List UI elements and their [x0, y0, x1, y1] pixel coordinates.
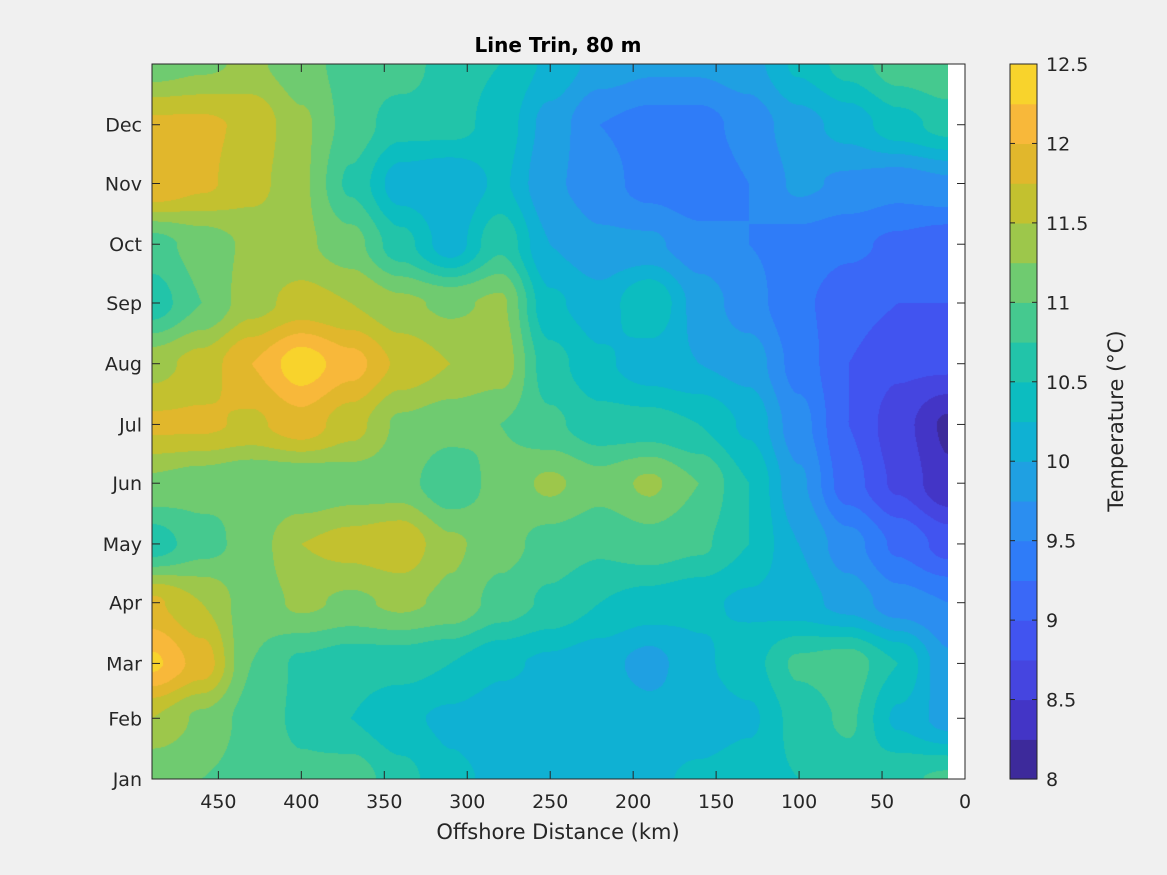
colorbar-segment: [1010, 342, 1037, 383]
y-tick-label: Apr: [109, 593, 142, 615]
x-axis: 450 400 350 300 250 200 150 100 50 0: [200, 64, 971, 813]
y-tick-label: Nov: [105, 173, 142, 195]
axes-box: [151, 63, 966, 780]
colorbar-tick-label: 12: [1046, 133, 1070, 155]
colorbar-segment: [1010, 421, 1037, 462]
y-tick-label: Mar: [106, 653, 142, 675]
colorbar-segment: [1010, 302, 1037, 343]
y-tick-label: Jan: [112, 769, 142, 791]
x-tick-label: 50: [870, 791, 894, 813]
x-tick-label: 200: [615, 791, 651, 813]
colorbar-segment: [1010, 620, 1037, 661]
colorbar-ticks: 8 8.5 9 9.5 10 10.5 11 11.5 12 12.5: [1010, 54, 1088, 791]
x-tick-label: 450: [200, 791, 236, 813]
colorbar-tick-label: 10.5: [1046, 372, 1088, 394]
colorbar-tick-label: 11.5: [1046, 213, 1088, 235]
y-tick-label: Dec: [105, 115, 142, 137]
x-tick-label: 400: [283, 791, 319, 813]
colorbar-tick-label: 10: [1046, 451, 1070, 473]
colorbar-segment: [1010, 64, 1037, 105]
colorbar-tick-label: 9.5: [1046, 531, 1076, 553]
chart-title: Line Trin, 80 m: [475, 33, 642, 57]
colorbar-segment: [1010, 540, 1037, 581]
y-tick-label: Oct: [109, 234, 142, 256]
y-tick-label: Jul: [118, 414, 142, 436]
temperature-field: [152, 64, 948, 779]
x-tick-label: 0: [959, 791, 971, 813]
y-axis: Jan Feb Mar Apr May Jun Jul Aug Sep Oct Nov Dec: [103, 115, 965, 791]
colorbar-segment: [1010, 699, 1037, 740]
colorbar-segment: [1010, 580, 1037, 621]
y-tick-label: Jun: [111, 473, 142, 495]
colorbar-segment: [1010, 103, 1037, 145]
colorbar-segment: [1010, 183, 1037, 224]
y-tick-label: May: [103, 534, 142, 556]
colorbar-segment: [1010, 381, 1037, 423]
x-tick-label: 100: [781, 791, 817, 813]
x-axis-label: Offshore Distance (km): [436, 820, 679, 844]
colorbar-segment: [1010, 222, 1037, 264]
colorbar-tick-label: 8: [1046, 769, 1058, 791]
y-tick-label: Aug: [105, 354, 142, 376]
colorbar-segment: [1010, 262, 1037, 303]
y-tick-label: Sep: [106, 293, 142, 315]
colorbar-segment: [1010, 143, 1037, 184]
colorbar-segment: [1010, 659, 1037, 701]
colorbar-tick-label: 9: [1046, 610, 1058, 632]
x-tick-label: 300: [449, 791, 485, 813]
colorbar-segment: [1010, 461, 1037, 502]
colorbar-label: Temperature (°C): [1104, 330, 1128, 512]
contour-image: [152, 64, 948, 779]
y-tick-label: Feb: [108, 708, 142, 730]
x-tick-label: 350: [366, 791, 402, 813]
colorbar-tick-label: 8.5: [1046, 690, 1076, 712]
x-tick-label: 150: [698, 791, 734, 813]
colorbar: [1010, 64, 1037, 780]
colorbar-tick-label: 11: [1046, 292, 1070, 314]
x-tick-label: 250: [532, 791, 568, 813]
colorbar-segment: [1010, 500, 1037, 542]
colorbar-tick-label: 12.5: [1046, 54, 1088, 76]
colorbar-box: [1009, 63, 1038, 780]
colorbar-segment: [1010, 739, 1037, 780]
